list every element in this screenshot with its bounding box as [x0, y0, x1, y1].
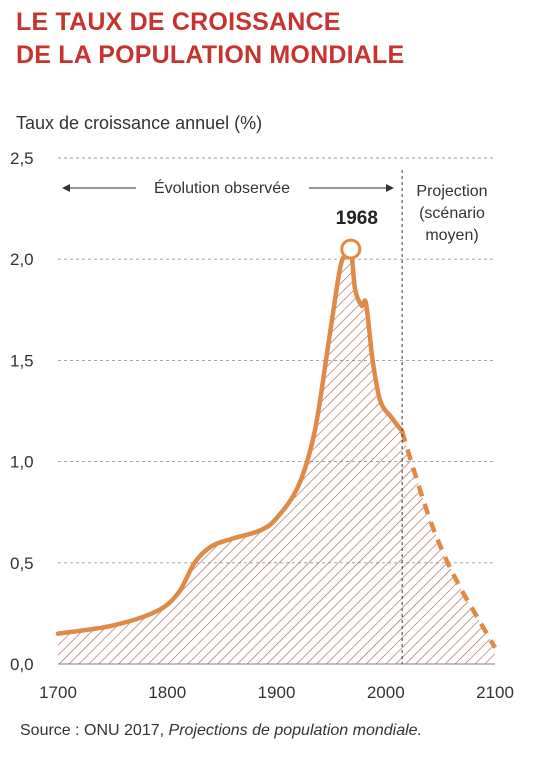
observed-annotation: Évolution observée	[154, 178, 290, 197]
x-tick-label: 1800	[148, 683, 186, 702]
source-prefix: Source : ONU 2017,	[20, 722, 169, 739]
y-tick-label: 2,5	[10, 149, 34, 168]
projection-annotation: (scénario	[419, 205, 485, 222]
y-axis-label: Taux de croissance annuel (%)	[16, 113, 263, 133]
area-fill	[58, 249, 495, 664]
x-tick-label: 2100	[476, 683, 514, 702]
x-tick-label: 1700	[39, 683, 77, 702]
title-line-2: DE LA POPULATION MONDIALE	[16, 41, 405, 69]
projection-annotation: Projection	[416, 183, 487, 200]
y-tick-label: 0,0	[10, 655, 34, 674]
peak-label: 1968	[336, 208, 378, 229]
observed-line	[55, 244, 405, 636]
source-title: Projections de population mondiale.	[168, 722, 423, 739]
y-tick-label: 2,0	[10, 250, 34, 269]
growth-rate-chart: 0,0 0,5 1,0 1,5 2,0 2,5 1700 1800 1900 2000 2100 1…	[10, 149, 514, 702]
arrow-left-head	[62, 184, 70, 192]
x-tick-label: 2000	[367, 683, 405, 702]
projection-annotation: moyen)	[425, 227, 478, 244]
arrow-right-head	[386, 184, 394, 192]
y-tick-label: 1,5	[10, 351, 34, 370]
projection-line	[399, 430, 497, 649]
peak-marker	[340, 238, 362, 260]
chart-title: LE TAUX DE CROISSANCE DE LA POPULATION M…	[16, 6, 404, 72]
y-tick-label: 1,0	[10, 453, 34, 472]
source-note: Source : ONU 2017, Projections de popula…	[20, 722, 422, 740]
y-tick-label: 0,5	[10, 554, 34, 573]
x-tick-label: 1900	[258, 683, 296, 702]
title-line-1: LE TAUX DE CROISSANCE	[16, 8, 341, 36]
